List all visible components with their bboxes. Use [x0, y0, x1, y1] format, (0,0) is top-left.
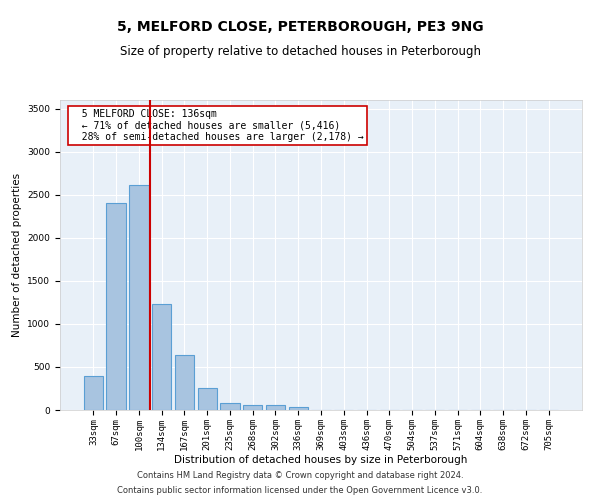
Text: Contains public sector information licensed under the Open Government Licence v3: Contains public sector information licen… — [118, 486, 482, 495]
Bar — [129, 185, 149, 410]
Bar — [266, 406, 285, 410]
X-axis label: Distribution of detached houses by size in Peterborough: Distribution of detached houses by size … — [175, 456, 467, 466]
Bar — [197, 388, 217, 410]
Bar — [175, 355, 194, 410]
Bar — [84, 376, 103, 410]
Y-axis label: Number of detached properties: Number of detached properties — [12, 173, 22, 337]
Text: 5, MELFORD CLOSE, PETERBOROUGH, PE3 9NG: 5, MELFORD CLOSE, PETERBOROUGH, PE3 9NG — [116, 20, 484, 34]
Bar — [106, 204, 126, 410]
Bar — [243, 406, 262, 410]
Bar — [152, 304, 172, 410]
Text: Contains HM Land Registry data © Crown copyright and database right 2024.: Contains HM Land Registry data © Crown c… — [137, 471, 463, 480]
Bar — [220, 402, 239, 410]
Text: 5 MELFORD CLOSE: 136sqm
  ← 71% of detached houses are smaller (5,416)
  28% of : 5 MELFORD CLOSE: 136sqm ← 71% of detache… — [70, 110, 364, 142]
Bar — [289, 406, 308, 410]
Text: Size of property relative to detached houses in Peterborough: Size of property relative to detached ho… — [119, 45, 481, 58]
